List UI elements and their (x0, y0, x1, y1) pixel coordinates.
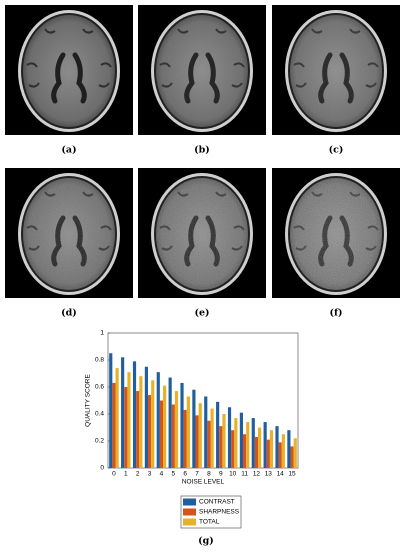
bar (127, 372, 131, 468)
legend-label: TOTAL (199, 519, 220, 526)
x-tick-label: 4 (160, 471, 164, 478)
chart-label: (g) (198, 536, 214, 547)
bar (163, 385, 167, 468)
x-tick-label: 14 (277, 471, 285, 478)
bar (216, 401, 220, 468)
bar (219, 426, 223, 468)
bar (168, 377, 172, 468)
mri-image (272, 168, 400, 298)
bar (210, 408, 214, 468)
x-tick-label: 6 (183, 471, 187, 478)
panel-label: (b) (194, 145, 210, 156)
bar (186, 396, 190, 468)
x-tick-label: 11 (241, 471, 248, 478)
x-tick-label: 5 (172, 471, 176, 478)
noise (23, 15, 115, 127)
bar (275, 426, 279, 468)
bar (121, 357, 125, 468)
x-tick-label: 13 (265, 471, 273, 478)
bar (115, 368, 119, 468)
bar (251, 418, 255, 468)
x-tick-label: 12 (253, 471, 261, 478)
panel-label: (f) (329, 308, 342, 319)
x-tick-label: 0 (112, 471, 116, 478)
y-tick-label: 1 (100, 330, 104, 337)
bar (246, 422, 250, 468)
bar (144, 366, 148, 468)
bar (204, 396, 208, 468)
bar (109, 353, 113, 468)
noise (23, 178, 115, 290)
bar (231, 430, 235, 468)
bar (139, 376, 143, 468)
legend-label: SHARPNESS (199, 509, 240, 516)
mri-image (138, 5, 266, 135)
bar (269, 430, 274, 468)
y-tick-label: 0.8 (95, 357, 104, 364)
y-axis-label: QUALITY SCORE (85, 374, 92, 427)
x-tick-label: 8 (207, 471, 211, 478)
bar (156, 372, 160, 468)
bar (281, 434, 285, 468)
bar (195, 415, 199, 468)
bar (171, 404, 175, 468)
bar (263, 422, 267, 468)
panel-label: (d) (61, 308, 77, 319)
bar (151, 380, 155, 468)
x-tick-label: 9 (219, 471, 223, 478)
noise (290, 15, 382, 127)
bar (278, 442, 282, 468)
y-tick-label: 0 (100, 465, 104, 472)
x-tick-label: 3 (148, 471, 152, 478)
bar (180, 382, 184, 468)
noise (290, 178, 382, 290)
legend-swatch (183, 498, 196, 506)
legend-swatch (183, 518, 196, 526)
bar (207, 420, 211, 468)
y-tick-label: 0.6 (95, 384, 104, 391)
bar (192, 389, 196, 468)
plot-frame (107, 332, 299, 469)
legend-swatch (183, 508, 196, 516)
y-tick-label: 0.4 (95, 411, 104, 418)
panel-label: (a) (61, 145, 76, 156)
bar (239, 412, 243, 468)
bar (112, 382, 116, 468)
panel-label: (e) (194, 308, 209, 319)
mri-image (5, 5, 133, 135)
x-tick-label: 10 (229, 471, 237, 478)
bar (147, 395, 152, 468)
bar (266, 439, 270, 468)
x-tick-label: 2 (136, 471, 140, 478)
x-tick-label: 1 (124, 471, 128, 478)
bar (287, 430, 291, 468)
bar (198, 403, 202, 468)
bar (159, 400, 164, 468)
mri-image (138, 168, 266, 298)
bar (124, 387, 128, 468)
bar (222, 414, 226, 468)
bar (227, 407, 232, 468)
bar (136, 391, 140, 468)
bar (174, 391, 179, 468)
bar (242, 434, 247, 468)
x-axis-label: NOISE LEVEL (182, 479, 225, 486)
bar (293, 438, 297, 468)
bar (132, 361, 137, 468)
panel-label: (c) (329, 145, 344, 156)
legend-label: CONTRAST (199, 499, 235, 506)
mri-image (5, 168, 133, 298)
x-tick-label: 7 (195, 471, 199, 478)
mri-image (272, 5, 400, 135)
bar (183, 409, 187, 468)
bar (234, 418, 238, 468)
noise (156, 15, 248, 127)
bar (254, 436, 259, 468)
bar (258, 427, 262, 468)
y-tick-label: 0.2 (95, 438, 104, 445)
bar (290, 446, 294, 468)
noise (156, 178, 248, 290)
x-tick-label: 15 (288, 471, 296, 478)
